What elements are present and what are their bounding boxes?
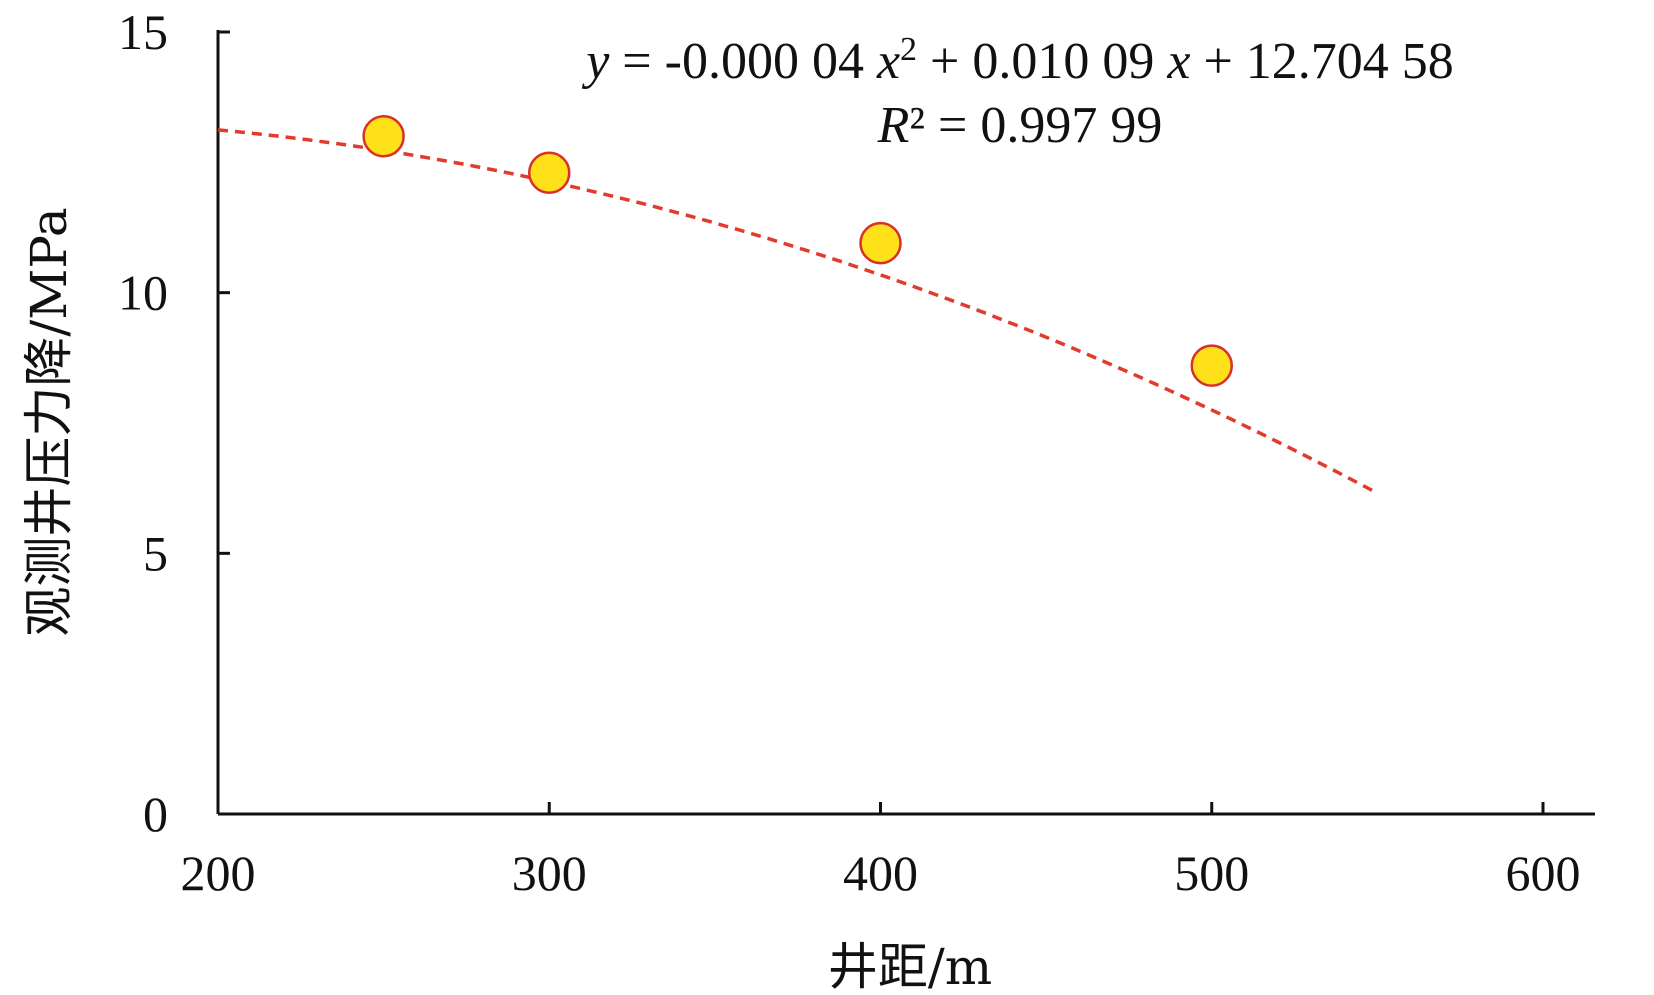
- y-ticks: 0 5 10 15: [118, 4, 230, 842]
- equation-x-var-2: x: [1166, 33, 1190, 90]
- y-tick-label-0: 0: [143, 786, 168, 842]
- x-tick-label-200: 200: [181, 845, 256, 901]
- x-tick-label-400: 400: [843, 845, 918, 901]
- r-squared-value: = 0.997 99: [925, 97, 1162, 154]
- x-axis-title: 井距/m: [828, 938, 992, 995]
- r-squared-annotation: R² = 0.997 99: [877, 97, 1163, 154]
- x-tick-label-500: 500: [1174, 845, 1249, 901]
- trendline: [217, 128, 1379, 495]
- y-tick-label-15: 15: [118, 4, 168, 60]
- data-point-400: [859, 221, 902, 265]
- equation-x-var-1: x: [876, 33, 900, 90]
- y-tick-label-5: 5: [143, 525, 168, 581]
- axes: [216, 30, 1595, 816]
- y-axis-title: 观测井压力降/MPa: [20, 207, 78, 636]
- data-point-250: [362, 115, 405, 158]
- data-point-500: [1190, 344, 1233, 387]
- r-squared-var: R: [877, 97, 910, 154]
- equation-part-2: + 0.010 09: [917, 33, 1167, 90]
- data-point-300: [528, 151, 571, 195]
- equation-annotation: y = -0.000 04 x2 + 0.010 09 x + 12.704 5…: [581, 31, 1454, 90]
- r-squared-power: ²: [909, 97, 925, 154]
- x-tick-label-600: 600: [1506, 845, 1581, 901]
- x-ticks: 200 300 400 500 600: [181, 802, 1581, 901]
- equation-part-3: + 12.704 58: [1190, 33, 1453, 90]
- equation-power: 2: [900, 31, 917, 68]
- equation-y-var: y: [581, 33, 610, 90]
- x-tick-label-300: 300: [512, 845, 587, 901]
- equation-part-1: = -0.000 04: [609, 33, 877, 90]
- y-tick-label-10: 10: [118, 265, 168, 321]
- data-points: [362, 115, 1233, 387]
